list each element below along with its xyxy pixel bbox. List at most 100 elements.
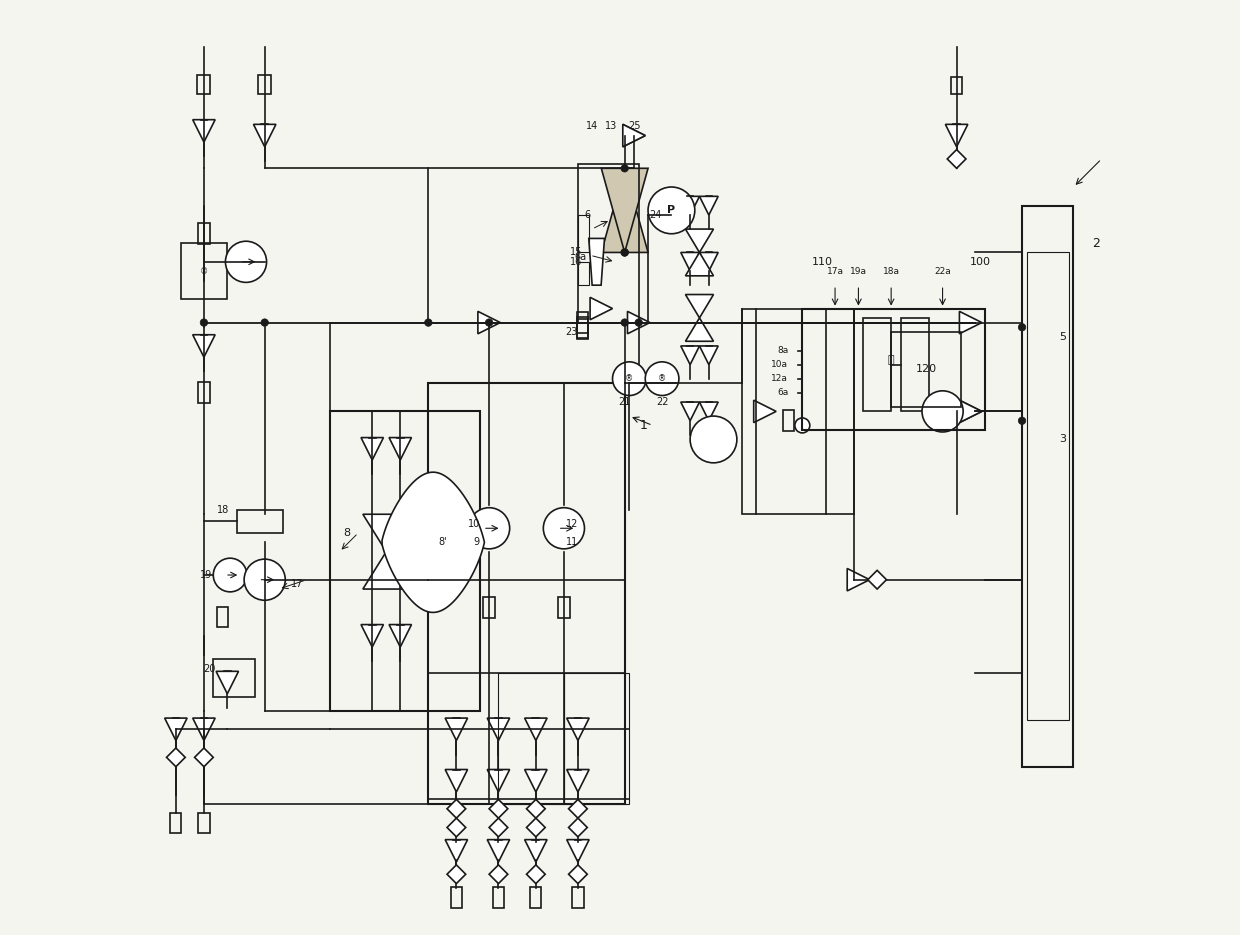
Text: 8: 8 <box>343 528 351 538</box>
Text: ®: ® <box>625 374 634 383</box>
Text: P: P <box>667 206 676 215</box>
Text: 20: 20 <box>203 664 216 673</box>
Bar <box>577 317 588 338</box>
Text: 19a: 19a <box>849 266 867 276</box>
Bar <box>951 77 962 94</box>
Bar <box>451 887 463 908</box>
Circle shape <box>649 187 694 234</box>
Text: ®: ® <box>200 266 208 276</box>
Text: 10a: 10a <box>771 360 789 369</box>
Bar <box>573 887 584 908</box>
Polygon shape <box>195 748 213 767</box>
Text: 17a: 17a <box>827 266 843 276</box>
Polygon shape <box>567 770 589 792</box>
Polygon shape <box>165 718 187 741</box>
Polygon shape <box>361 625 383 647</box>
Text: 3: 3 <box>1059 435 1066 444</box>
Polygon shape <box>487 840 510 862</box>
Text: 8a: 8a <box>777 346 789 355</box>
Polygon shape <box>567 840 589 862</box>
Text: 9: 9 <box>474 538 480 547</box>
Circle shape <box>424 319 432 326</box>
Polygon shape <box>699 196 718 215</box>
Polygon shape <box>681 402 699 421</box>
Circle shape <box>485 319 492 326</box>
Bar <box>531 887 542 908</box>
Bar <box>578 164 639 323</box>
Text: 18a: 18a <box>883 266 900 276</box>
Text: 17: 17 <box>291 580 304 589</box>
Polygon shape <box>487 718 510 741</box>
Polygon shape <box>569 799 588 818</box>
Text: 22: 22 <box>656 397 668 407</box>
Polygon shape <box>960 400 982 423</box>
Polygon shape <box>525 840 547 862</box>
Circle shape <box>613 362 646 396</box>
Text: 6a: 6a <box>777 388 789 397</box>
Circle shape <box>635 319 642 326</box>
Circle shape <box>621 165 629 172</box>
Text: 24: 24 <box>650 210 662 220</box>
Circle shape <box>244 559 285 600</box>
Polygon shape <box>699 402 718 421</box>
Bar <box>258 75 272 94</box>
Polygon shape <box>622 124 645 147</box>
Polygon shape <box>527 799 546 818</box>
Text: 22a: 22a <box>934 266 951 276</box>
Circle shape <box>621 319 629 326</box>
Text: 10: 10 <box>467 519 480 528</box>
Bar <box>802 309 985 430</box>
Polygon shape <box>868 570 887 589</box>
Polygon shape <box>525 718 547 741</box>
Bar <box>892 332 961 407</box>
Polygon shape <box>686 252 713 276</box>
Text: 13: 13 <box>605 122 616 131</box>
Bar <box>217 607 228 627</box>
Text: 14: 14 <box>585 122 598 131</box>
Text: ®: ® <box>658 374 666 383</box>
Text: 2: 2 <box>1092 237 1100 250</box>
Polygon shape <box>754 400 776 423</box>
Circle shape <box>226 241 267 282</box>
Polygon shape <box>681 196 699 215</box>
Polygon shape <box>960 400 982 423</box>
Circle shape <box>923 391 963 432</box>
Polygon shape <box>489 818 508 837</box>
Polygon shape <box>527 865 546 884</box>
Text: 6: 6 <box>584 210 590 220</box>
Polygon shape <box>445 840 467 862</box>
Circle shape <box>795 418 810 433</box>
Polygon shape <box>489 799 508 818</box>
Polygon shape <box>216 671 238 694</box>
Text: 110: 110 <box>812 257 833 266</box>
Bar <box>577 319 588 339</box>
Polygon shape <box>945 124 968 147</box>
Text: 21: 21 <box>619 397 631 407</box>
Text: 16: 16 <box>570 257 583 266</box>
Polygon shape <box>681 346 699 365</box>
Polygon shape <box>699 252 718 271</box>
Bar <box>428 383 625 804</box>
Text: 23: 23 <box>565 327 578 337</box>
Circle shape <box>621 249 629 256</box>
Polygon shape <box>489 865 508 884</box>
Polygon shape <box>699 346 718 365</box>
Text: 8': 8' <box>438 538 446 547</box>
Bar <box>198 382 210 403</box>
Text: 18: 18 <box>217 505 228 514</box>
Polygon shape <box>567 718 589 741</box>
Polygon shape <box>960 311 982 334</box>
Polygon shape <box>477 311 500 334</box>
Bar <box>198 223 210 244</box>
Polygon shape <box>363 514 409 552</box>
Polygon shape <box>589 238 604 285</box>
Circle shape <box>645 362 680 396</box>
Circle shape <box>260 319 268 326</box>
Bar <box>213 659 255 697</box>
Bar <box>484 597 495 618</box>
Polygon shape <box>363 552 409 589</box>
Polygon shape <box>686 318 713 341</box>
Bar <box>900 318 929 411</box>
Polygon shape <box>389 438 412 460</box>
Polygon shape <box>445 770 467 792</box>
